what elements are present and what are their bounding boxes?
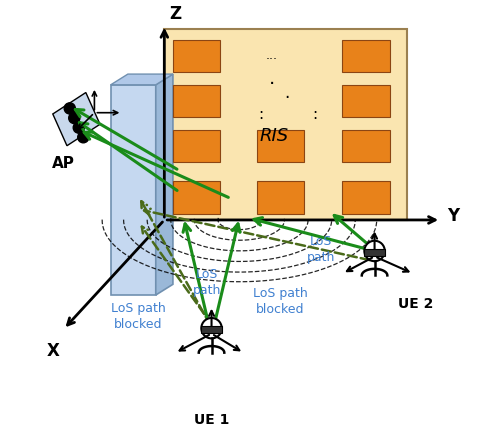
Circle shape [201,318,222,339]
Bar [256,181,304,213]
Text: RIS: RIS [259,127,288,145]
Text: LoS
path: LoS path [193,268,221,297]
Circle shape [64,103,75,114]
Polygon shape [164,29,407,220]
Bar [365,249,385,256]
Bar [173,181,220,213]
Polygon shape [156,74,173,295]
Bar [342,40,389,72]
Text: LoS path
blocked: LoS path blocked [111,302,166,331]
Text: :: : [312,107,317,122]
Polygon shape [111,85,156,295]
Text: LoS path
blocked: LoS path blocked [253,287,308,316]
Text: ·: · [284,88,289,107]
Text: UE 1: UE 1 [194,413,229,427]
Bar [173,40,220,72]
Text: Y: Y [447,207,460,225]
Text: ···: ··· [265,53,278,67]
Text: LoS
path: LoS path [307,236,335,265]
Circle shape [69,113,80,124]
Text: UE 2: UE 2 [398,297,434,311]
Circle shape [365,241,385,261]
Polygon shape [111,74,173,85]
Bar [201,326,222,333]
Text: ·: · [268,75,275,94]
Bar [342,181,389,213]
Text: AP: AP [52,155,75,170]
Bar [342,85,389,117]
Text: :: : [258,107,263,122]
Circle shape [78,132,89,143]
Text: Z: Z [170,5,182,23]
Bar [256,130,304,162]
Bar [342,130,389,162]
Text: X: X [46,342,59,360]
Bar [173,130,220,162]
Polygon shape [53,92,100,146]
Circle shape [73,122,84,133]
Bar [173,85,220,117]
